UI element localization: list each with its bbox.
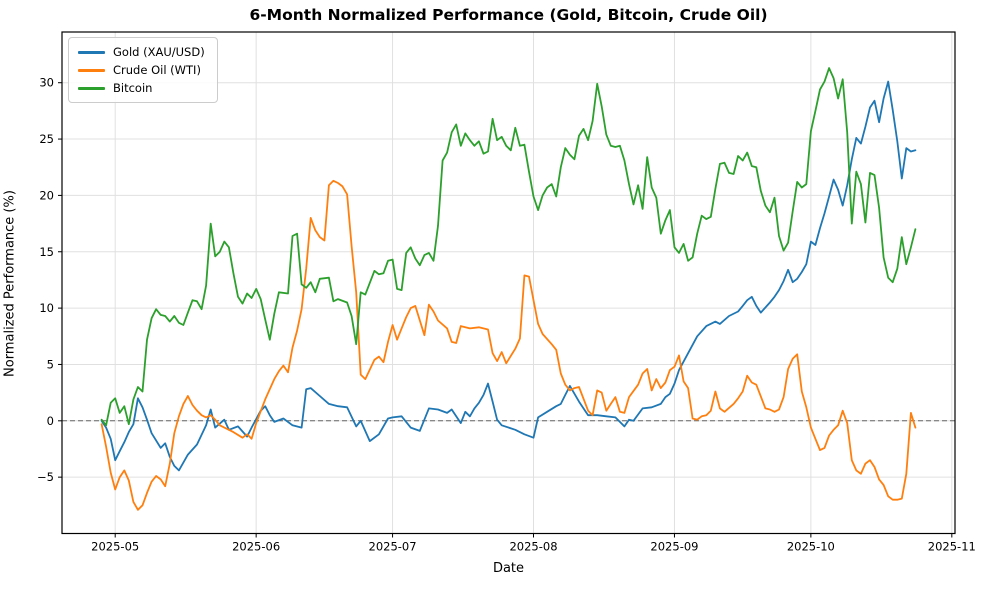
y-tick-label: 15 bbox=[39, 245, 54, 259]
legend-item-crude-oil: Crude Oil (WTI) bbox=[78, 63, 205, 77]
chart-legend: Gold (XAU/USD) Crude Oil (WTI) Bitcoin bbox=[68, 37, 218, 103]
y-tick-label: 25 bbox=[39, 132, 54, 146]
y-tick-label: 5 bbox=[47, 357, 54, 371]
y-tick-label: 30 bbox=[39, 76, 54, 90]
crude-oil-series-line bbox=[100, 179, 917, 511]
legend-label-gold: Gold (XAU/USD) bbox=[113, 45, 205, 59]
legend-label-crude-oil: Crude Oil (WTI) bbox=[113, 63, 201, 77]
chart-title: 6-Month Normalized Performance (Gold, Bi… bbox=[249, 6, 768, 24]
y-tick-label: −5 bbox=[37, 470, 54, 484]
crude-oil-line-swatch bbox=[78, 68, 105, 72]
x-tick-label: 2025-10 bbox=[787, 540, 835, 554]
x-tick-label: 2025-07 bbox=[369, 540, 417, 554]
gold-series-line bbox=[100, 80, 917, 472]
x-axis-label: Date bbox=[492, 561, 525, 576]
x-tick-label: 2025-08 bbox=[509, 540, 557, 554]
bitcoin-series-line bbox=[100, 67, 917, 427]
legend-label-bitcoin: Bitcoin bbox=[113, 81, 153, 95]
gold-line-swatch bbox=[78, 50, 105, 54]
y-tick-label: 10 bbox=[39, 301, 54, 315]
x-tick-label: 2025-11 bbox=[928, 540, 976, 554]
legend-item-gold: Gold (XAU/USD) bbox=[78, 45, 205, 59]
legend-item-bitcoin: Bitcoin bbox=[78, 81, 205, 95]
y-axis-label: Normalized Performance (%) bbox=[2, 190, 18, 377]
x-tick-label: 2025-06 bbox=[232, 540, 280, 554]
y-tick-label: 20 bbox=[39, 188, 54, 202]
y-tick-label: 0 bbox=[47, 414, 54, 428]
plot-border bbox=[61, 31, 956, 535]
x-tick-label: 2025-09 bbox=[650, 540, 698, 554]
x-tick-label: 2025-05 bbox=[91, 540, 139, 554]
bitcoin-line-swatch bbox=[78, 86, 105, 90]
